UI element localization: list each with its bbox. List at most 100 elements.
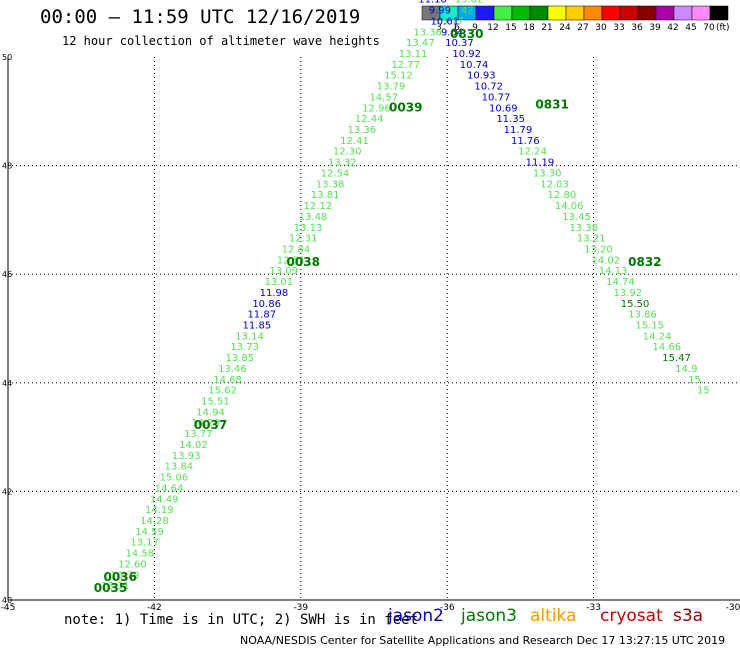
wave-height-value: 15: [697, 386, 710, 397]
mission-label-cryosat: cryosat: [600, 606, 663, 626]
footer-credit: NOAA/NESDIS Center for Satellite Applica…: [240, 634, 726, 647]
wave-height-value: 12.84: [282, 244, 311, 255]
wave-height-value: 13.84: [164, 462, 193, 473]
wave-height-value: 13.38: [316, 179, 345, 190]
x-tick-label: -33: [586, 603, 601, 613]
colorbar-swatch: [691, 5, 711, 21]
wave-height-value: 13.38: [570, 223, 599, 234]
data-points: 13.3113.7912.6014.5813.1714.5914.2814.19…: [101, 0, 710, 592]
colorbar-swatch: [601, 5, 621, 21]
wave-height-value: 10.61: [430, 16, 459, 27]
wave-height-value: 10.72: [474, 82, 503, 93]
wave-height-value: 13.47: [406, 38, 435, 49]
wave-height-value: 12.41: [340, 136, 369, 147]
wave-height-value: 14.74: [606, 277, 635, 288]
pass-time-label: 0037: [194, 418, 227, 432]
colorbar-tick-label: 30: [595, 23, 607, 33]
colorbar-tick-label: 42: [667, 23, 678, 33]
page-subtitle: 12 hour collection of altimeter wave hei…: [62, 34, 380, 48]
wave-height-value: 15.51: [201, 397, 230, 408]
x-tick-label: -45: [1, 603, 16, 613]
wave-height-value: 13.79: [111, 570, 140, 581]
colorbar-swatch: [475, 5, 495, 21]
wave-height-value: 15.06: [160, 473, 189, 484]
colorbar-tick-label: 6: [454, 23, 460, 33]
wave-height-value: 14.24: [643, 331, 672, 342]
colorbar-swatch: [565, 5, 585, 21]
mission-label-altika: altika: [530, 606, 577, 626]
colorbar-tick-label: 18: [523, 23, 535, 33]
pass-time-label: 0035: [94, 581, 127, 595]
wave-height-value: 11.76: [511, 136, 540, 147]
colorbar-tick-label: 36: [631, 23, 643, 33]
wave-height-value: 12.60: [118, 559, 147, 570]
wave-height-value: 14.28: [140, 516, 169, 527]
wave-height-value: 13.09: [269, 266, 298, 277]
wave-height-value: 13.30: [533, 168, 562, 179]
wave-height-value: 10.86: [252, 299, 281, 310]
wave-height-value: 14.20: [191, 418, 220, 429]
y-tick-label: 46: [2, 270, 12, 279]
x-tick-label: -42: [147, 603, 162, 613]
wave-height-value: 13.85: [225, 353, 254, 364]
wave-height-value: 15.15: [635, 321, 664, 332]
y-tick-label: 42: [2, 487, 12, 496]
colorbar-swatch: [709, 5, 729, 21]
colorbar-swatch: [529, 5, 549, 21]
wave-height-value: 12.24: [518, 147, 547, 158]
wave-height-value: 15.50: [621, 299, 650, 310]
y-tick-label: 44: [2, 379, 12, 388]
colorbar-legend: 3 6 9 12 15 18 21 24 27 30 33 36 39 42 45 70 (ft): [421, 5, 730, 33]
wave-height-value: 11.19: [526, 158, 555, 169]
wave-height-value: 13.48: [299, 212, 328, 223]
wave-height-value: 15.: [688, 375, 704, 386]
mission-label-jason3: jason3: [461, 606, 517, 626]
wave-height-value: 13.14: [235, 331, 264, 342]
wave-height-value: 11.98: [260, 288, 289, 299]
wave-height-value: 13.11: [399, 49, 428, 60]
wave-height-value: 10.37: [445, 38, 474, 49]
colorbar-unit: (ft): [716, 23, 730, 33]
wave-height-value: 14.58: [125, 549, 154, 560]
wave-height-value: 10.77: [482, 92, 511, 103]
wave-height-value: 16.42: [445, 6, 474, 17]
wave-height-value: 12.80: [548, 190, 577, 201]
wave-height-value: 14.59: [135, 527, 164, 538]
wave-height-value: 13.32: [328, 158, 357, 169]
wave-height-value: 13.17: [130, 538, 159, 549]
colorbar-swatch: [583, 5, 603, 21]
wave-height-value: 15.82: [455, 0, 484, 6]
y-tick-label: 50: [2, 53, 12, 62]
colorbar-swatch: [673, 5, 693, 21]
wave-height-value: 14.49: [150, 494, 179, 505]
colorbar-swatch: [493, 5, 513, 21]
wave-height-value: 12.03: [540, 179, 569, 190]
wave-height-value: 11.85: [243, 321, 272, 332]
colorbar-tick-label: 9: [472, 23, 478, 33]
wave-height-value: 13.86: [628, 310, 657, 321]
wave-height-value: 13.73: [230, 342, 259, 353]
wave-height-value: 14.57: [369, 92, 398, 103]
wave-height-value: 12.51: [277, 255, 306, 266]
note-text: note: 1) Time is in UTC; 2) SWH is in fe…: [64, 612, 419, 628]
wave-height-value: 14.94: [196, 407, 225, 418]
wave-height-value: 10.92: [452, 49, 481, 60]
wave-height-value: 12.54: [321, 168, 350, 179]
wave-height-value: 13.93: [172, 451, 201, 462]
wave-height-value: 9.64: [441, 27, 463, 38]
colorbar-tick-label: 3: [436, 23, 442, 33]
colorbar-tick-label: 39: [649, 23, 661, 33]
x-tick-label: -39: [293, 603, 308, 613]
wave-height-value: 13.21: [577, 234, 606, 245]
colorbar-tick-label: 12: [487, 23, 498, 33]
colorbar-swatch: [511, 5, 531, 21]
wave-height-value: 15.12: [384, 71, 413, 82]
mission-label-s3a: s3a: [673, 606, 704, 626]
axes: -45 -42 -39 -36 -33 -30 40 42 44 46 48 50: [1, 53, 740, 613]
wave-height-value: 13.46: [218, 364, 247, 375]
wave-height-value: 14.02: [591, 255, 620, 266]
wave-height-value: 14.68: [213, 375, 242, 386]
wave-height-value: 11.35: [496, 114, 525, 125]
